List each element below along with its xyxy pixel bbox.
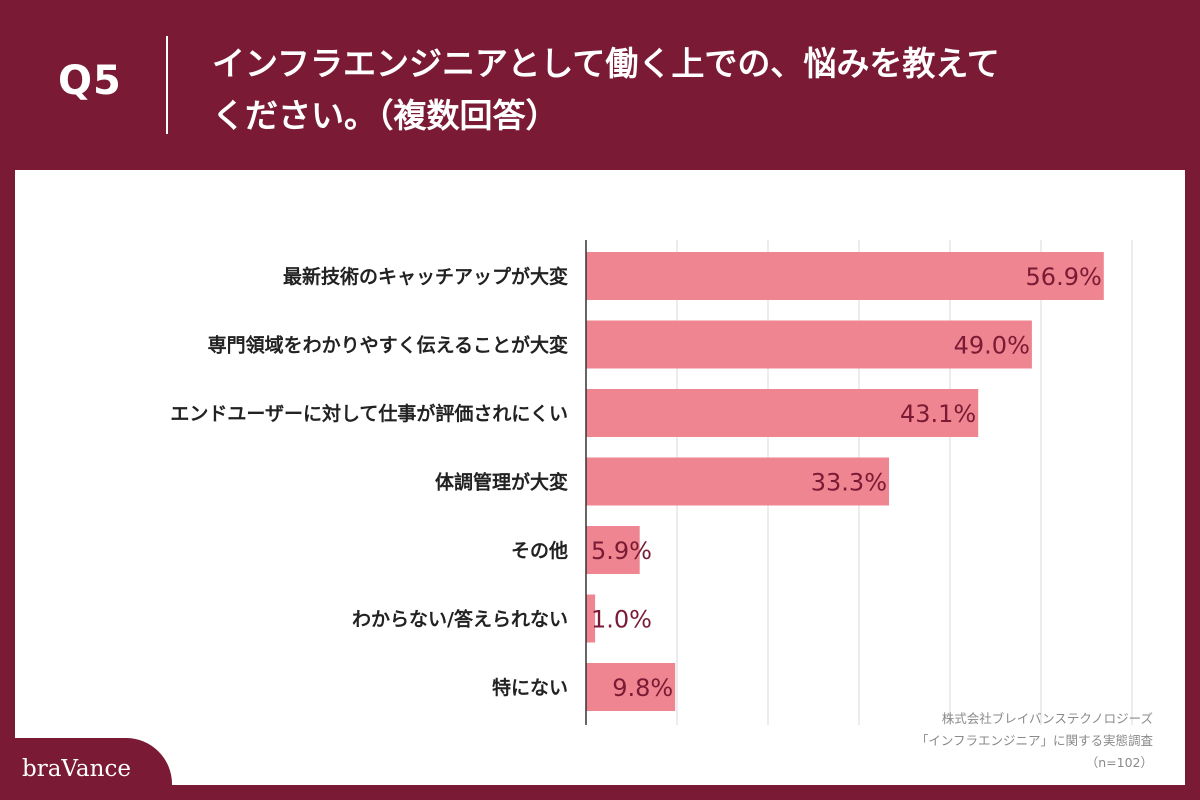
bar-chart: 最新技術のキャッチアップが大変 56.9% 専門領域をわかりやすく伝えることが大変 4… (170, 240, 1133, 725)
value-label: 33.3% (811, 469, 887, 497)
bravance-logo: braVance (22, 756, 131, 782)
category-label: 特にない (492, 677, 568, 699)
source-note: 株式会社ブレイバンステクノロジーズ 「インフラエンジニア」に関する実態調査 （n… (916, 708, 1153, 774)
category-label: 専門領域をわかりやすく伝えることが大変 (208, 334, 568, 357)
bar (586, 457, 890, 506)
value-label: 1.0% (591, 606, 652, 634)
question-title-line-1: インフラエンジニアとして働く上での、悩みを教えて (212, 44, 1000, 83)
question-title: インフラエンジニアとして働く上での、悩みを教えて ください。（複数回答） (212, 38, 1092, 142)
question-title-line-2: ください。（複数回答） (212, 96, 559, 135)
header: Q5 インフラエンジニアとして働く上での、悩みを教えて ください。（複数回答） (0, 0, 1200, 170)
source-sample-size: （n=102） (1085, 755, 1153, 770)
value-label: 9.8% (612, 674, 673, 702)
value-label: 5.9% (591, 537, 652, 565)
category-label: エンドユーザーに対して仕事が評価されにくい (170, 402, 568, 425)
value-label: 56.9% (1026, 263, 1102, 291)
bar (586, 526, 640, 574)
source-survey: 「インフラエンジニア」に関する実態調査 (915, 733, 1153, 748)
question-number: Q5 (58, 58, 122, 104)
chart-panel: 最新技術のキャッチアップが大変 56.9% 専門領域をわかりやすく伝えることが大変 4… (15, 170, 1185, 785)
source-company: 株式会社ブレイバンステクノロジーズ (941, 711, 1153, 726)
value-label: 43.1% (900, 400, 976, 428)
bar (586, 320, 1032, 369)
logo-tab (0, 738, 172, 800)
value-label: 49.0% (954, 332, 1030, 360)
bar (586, 594, 596, 643)
category-label: 最新技術のキャッチアップが大変 (283, 265, 568, 288)
header-divider (166, 36, 168, 134)
bar (586, 663, 676, 711)
bar (586, 252, 1104, 300)
category-label: その他 (511, 539, 568, 562)
bar (586, 389, 979, 437)
category-label: わからない/答えられない (352, 608, 568, 631)
category-label: 体調管理が大変 (435, 471, 568, 494)
